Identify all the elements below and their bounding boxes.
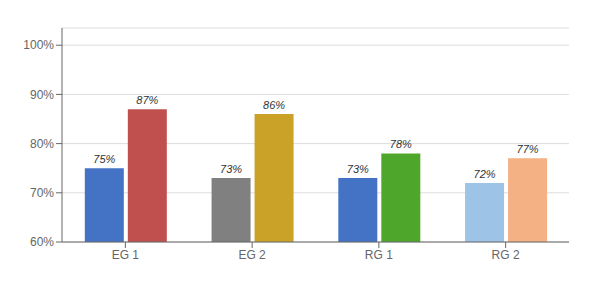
svg-text:RG 1: RG 1 <box>365 248 393 262</box>
svg-text:EG 1: EG 1 <box>112 248 140 262</box>
svg-text:80%: 80% <box>30 137 54 151</box>
svg-text:72%: 72% <box>474 168 496 180</box>
svg-text:70%: 70% <box>30 186 54 200</box>
svg-text:73%: 73% <box>220 163 242 175</box>
svg-text:78%: 78% <box>390 138 412 150</box>
svg-text:87%: 87% <box>136 94 158 106</box>
svg-text:90%: 90% <box>30 88 54 102</box>
svg-text:86%: 86% <box>263 99 285 111</box>
svg-text:77%: 77% <box>517 143 539 155</box>
svg-text:60%: 60% <box>30 235 54 249</box>
svg-text:75%: 75% <box>93 153 115 165</box>
svg-text:100%: 100% <box>23 38 54 52</box>
svg-text:73%: 73% <box>347 163 369 175</box>
svg-text:EG 2: EG 2 <box>238 248 266 262</box>
svg-text:RG 2: RG 2 <box>492 248 520 262</box>
